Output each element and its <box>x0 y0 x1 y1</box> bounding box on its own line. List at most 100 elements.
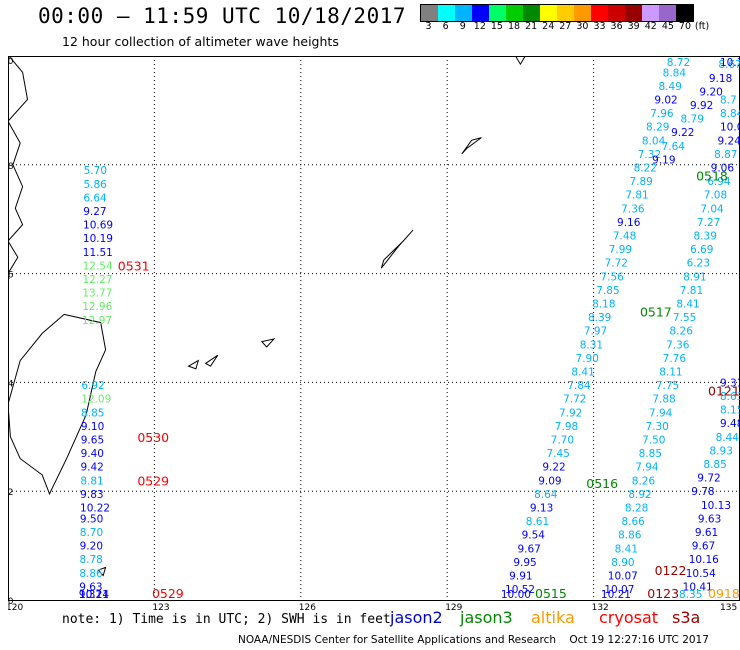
longitude-tick-label: 120 <box>8 603 23 611</box>
wave-height-value: 7.76 <box>663 353 687 365</box>
chart-subtitle: 12 hour collection of altimeter wave hei… <box>62 34 339 49</box>
color-scale-labels: 3 6 9 12 15 18 21 24 27 30 33 36 39 42 45 70 (ft) <box>420 21 711 35</box>
wave-height-value: 8.84 <box>720 108 740 120</box>
wave-height-value: 9.19 <box>652 154 675 166</box>
wave-height-value: 8.84 <box>663 67 687 79</box>
wave-height-map: 1201231261291321353028262422205.705.866.… <box>8 56 740 611</box>
wave-height-value: 10.19 <box>83 233 113 245</box>
wave-height-value: 8.44 <box>716 432 740 444</box>
wave-height-value: 12.96 <box>82 301 112 313</box>
wave-height-value: 7.85 <box>596 285 619 297</box>
color-swatch <box>625 5 642 21</box>
pass-time-label: 0515 <box>535 586 567 601</box>
latitude-tick-label: 26 <box>8 271 14 281</box>
wave-height-value: 7.75 <box>656 380 679 392</box>
color-swatch <box>557 5 574 21</box>
legend-jason2: jason2 <box>390 608 443 627</box>
wave-height-value: 7.08 <box>704 190 727 202</box>
wave-height-value: 8.11 <box>659 367 682 379</box>
wave-height-value: 9.95 <box>513 557 536 569</box>
longitude-tick-label: 132 <box>592 603 609 611</box>
wave-height-value: 9.54 <box>522 530 546 542</box>
yakushima-coastline <box>514 56 526 66</box>
credit-text: NOAA/NESDIS Center for Satellite Applica… <box>238 634 556 646</box>
wave-height-value: 8.18 <box>592 299 615 311</box>
chart-title: 00:00 – 11:59 UTC 10/18/2017 <box>38 4 407 28</box>
wave-height-value: 8.41 <box>571 367 594 379</box>
wave-height-value: 8.31 <box>580 339 603 351</box>
wave-height-value: 10.54 <box>686 568 716 580</box>
wave-height-value: 8.41 <box>615 543 638 555</box>
legend-cryosat: cryosat <box>599 608 659 627</box>
wave-height-value: 8.78 <box>79 554 102 566</box>
wave-height-value: 10.13 <box>701 500 731 512</box>
color-scale-label: 42 <box>644 21 657 32</box>
wave-height-value: 9.09 <box>538 475 561 487</box>
china-coastline <box>8 56 29 280</box>
wave-height-value: 7.45 <box>547 448 570 460</box>
color-swatch <box>506 5 523 21</box>
color-scale-label: 9 <box>459 21 466 32</box>
wave-height-value: 7.99 <box>609 244 632 256</box>
color-scale-label: 30 <box>576 21 589 32</box>
wave-height-value: 7.04 <box>700 203 724 215</box>
latitude-tick-label: 28 <box>8 162 14 172</box>
wave-height-value: 10.69 <box>83 220 113 232</box>
wave-height-value: 7.32 <box>638 149 661 161</box>
legend-s3a: s3a <box>672 608 701 627</box>
iriomote-coastline <box>187 359 200 370</box>
wave-height-value: 9.06 <box>711 163 735 175</box>
wave-height-value: 9.16 <box>617 217 641 229</box>
wave-height-value: 8.41 <box>676 299 699 311</box>
wave-height-value: 10.21 <box>601 589 631 601</box>
longitude-tick-label: 123 <box>152 603 169 611</box>
pass-time-label: 0517 <box>640 305 672 320</box>
color-swatch <box>608 5 625 21</box>
wave-height-value: 6.23 <box>687 258 710 270</box>
wave-height-value: 9.91 <box>509 571 532 583</box>
wave-height-value: 9.20 <box>699 86 722 98</box>
color-scale-label: 18 <box>507 21 521 32</box>
wave-height-value: 7.70 <box>551 435 574 447</box>
pass-time-label: 0529 <box>152 586 184 601</box>
wave-height-value: 8.26 <box>632 475 656 487</box>
wave-height-value: 7.90 <box>576 353 599 365</box>
wave-height-value: 8.85 <box>639 448 662 460</box>
color-swatch <box>472 5 489 21</box>
wave-height-value: 7.98 <box>555 421 578 433</box>
pass-time-label: 0530 <box>137 430 169 445</box>
taiwan-coastline <box>8 313 107 496</box>
latitude-tick-label: 22 <box>8 488 13 498</box>
wave-height-value: 8.72 <box>667 57 690 69</box>
wave-height-value: 12.09 <box>81 394 111 406</box>
wave-height-value: 8.49 <box>659 81 682 93</box>
color-scale-label: 15 <box>490 21 503 32</box>
wave-height-value: 8.15 <box>720 405 740 417</box>
wave-height-value: 8.86 <box>79 568 103 580</box>
pass-time-label: 0516 <box>586 476 618 491</box>
units-note: note: 1) Time is in UTC; 2) SWH is in fe… <box>62 612 391 627</box>
wave-height-value: 7.72 <box>605 258 628 270</box>
amami-coastline <box>461 137 482 155</box>
wave-height-value: 6.64 <box>83 192 107 204</box>
wave-height-value: 8.04 <box>642 135 666 147</box>
wave-height-value: 7.30 <box>645 421 668 433</box>
batanes-coastline <box>97 566 107 577</box>
color-swatch <box>523 5 540 21</box>
wave-height-value: 7.96 <box>650 108 674 120</box>
okinawa-coastline <box>380 229 414 269</box>
color-scale-label: 12 <box>473 21 486 32</box>
wave-height-value: 7.36 <box>666 339 690 351</box>
legend-jason3: jason3 <box>460 608 513 627</box>
wave-height-value: 10.07 <box>608 571 638 583</box>
wave-height-value: 8.87 <box>714 149 737 161</box>
color-swatch <box>540 5 557 21</box>
wave-height-value: 9.48 <box>720 418 740 430</box>
wave-height-value: 9.13 <box>530 503 553 515</box>
wave-height-value: 8.64 <box>534 489 558 501</box>
pass-time-label: 0518 <box>696 169 728 184</box>
color-scale-label: 24 <box>542 21 555 32</box>
wave-height-value: 8.85 <box>703 459 726 471</box>
wave-height-value: 12.27 <box>82 274 112 286</box>
wave-height-value: 7.56 <box>600 271 624 283</box>
